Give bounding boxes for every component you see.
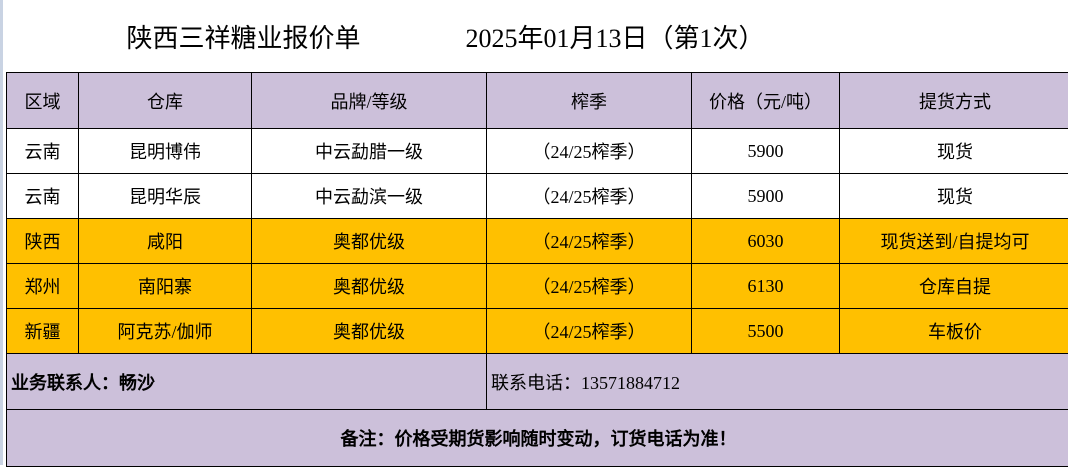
cell-delivery[interactable]: 现货送到/自提均可 (840, 219, 1068, 264)
cell-warehouse[interactable]: 昆明华辰 (79, 174, 252, 219)
sheet-date: 2025年01月13日（第1次） (466, 18, 765, 55)
cell-price[interactable]: 5900 (692, 174, 840, 219)
table-row: 新疆 阿克苏/伽师 奥都优级 （24/25榨季） 5500 车板价 (7, 309, 1068, 354)
header-delivery[interactable]: 提货方式 (840, 73, 1068, 129)
header-brand[interactable]: 品牌/等级 (252, 73, 487, 129)
cell-delivery[interactable]: 仓库自提 (840, 264, 1068, 309)
cell-region[interactable]: 云南 (7, 129, 79, 174)
cell-region[interactable]: 郑州 (7, 264, 79, 309)
cell-season[interactable]: （24/25榨季） (487, 129, 692, 174)
table-row: 郑州 南阳寨 奥都优级 （24/25榨季） 6130 仓库自提 (7, 264, 1068, 309)
sheet-title: 陕西三祥糖业报价单 (127, 18, 361, 55)
header-warehouse[interactable]: 仓库 (79, 73, 252, 129)
cell-brand[interactable]: 中云勐腊一级 (252, 129, 487, 174)
cell-region[interactable]: 新疆 (7, 309, 79, 354)
table-row: 陕西 咸阳 奥都优级 （24/25榨季） 6030 现货送到/自提均可 (7, 219, 1068, 264)
cell-brand[interactable]: 奥都优级 (252, 309, 487, 354)
cell-season[interactable]: （24/25榨季） (487, 174, 692, 219)
title-cell[interactable]: 陕西三祥糖业报价单 2025年01月13日（第1次） (7, 0, 1068, 73)
cell-delivery[interactable]: 现货 (840, 174, 1068, 219)
cell-price[interactable]: 5500 (692, 309, 840, 354)
cell-brand[interactable]: 中云勐滨一级 (252, 174, 487, 219)
contact-phone[interactable]: 联系电话：13571884712 (487, 354, 1068, 410)
cell-brand[interactable]: 奥都优级 (252, 264, 487, 309)
header-price[interactable]: 价格（元/吨） (692, 73, 840, 129)
header-region[interactable]: 区域 (7, 73, 79, 129)
table-row: 云南 昆明博伟 中云勐腊一级 （24/25榨季） 5900 现货 (7, 129, 1068, 174)
cell-warehouse[interactable]: 南阳寨 (79, 264, 252, 309)
cell-warehouse[interactable]: 昆明博伟 (79, 129, 252, 174)
contact-person[interactable]: 业务联系人：畅沙 (7, 354, 487, 410)
cell-brand[interactable]: 奥都优级 (252, 219, 487, 264)
cell-price[interactable]: 6130 (692, 264, 840, 309)
cell-warehouse[interactable]: 咸阳 (79, 219, 252, 264)
cell-season[interactable]: （24/25榨季） (487, 309, 692, 354)
cell-season[interactable]: （24/25榨季） (487, 219, 692, 264)
table-row: 云南 昆明华辰 中云勐滨一级 （24/25榨季） 5900 现货 (7, 174, 1068, 219)
cell-delivery[interactable]: 现货 (840, 129, 1068, 174)
cell-warehouse[interactable]: 阿克苏/伽师 (79, 309, 252, 354)
cell-region[interactable]: 云南 (7, 174, 79, 219)
header-season[interactable]: 榨季 (487, 73, 692, 129)
cell-season[interactable]: （24/25榨季） (487, 264, 692, 309)
price-table: 陕西三祥糖业报价单 2025年01月13日（第1次） 区域 仓库 品牌/等级 榨季… (6, 0, 1068, 467)
cell-region[interactable]: 陕西 (7, 219, 79, 264)
cell-price[interactable]: 5900 (692, 129, 840, 174)
cell-delivery[interactable]: 车板价 (840, 309, 1068, 354)
cell-price[interactable]: 6030 (692, 219, 840, 264)
note[interactable]: 备注：价格受期货影响随时变动，订货电话为准！ (7, 410, 1068, 467)
